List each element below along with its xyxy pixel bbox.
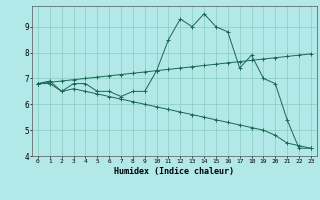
X-axis label: Humidex (Indice chaleur): Humidex (Indice chaleur) [115,167,234,176]
